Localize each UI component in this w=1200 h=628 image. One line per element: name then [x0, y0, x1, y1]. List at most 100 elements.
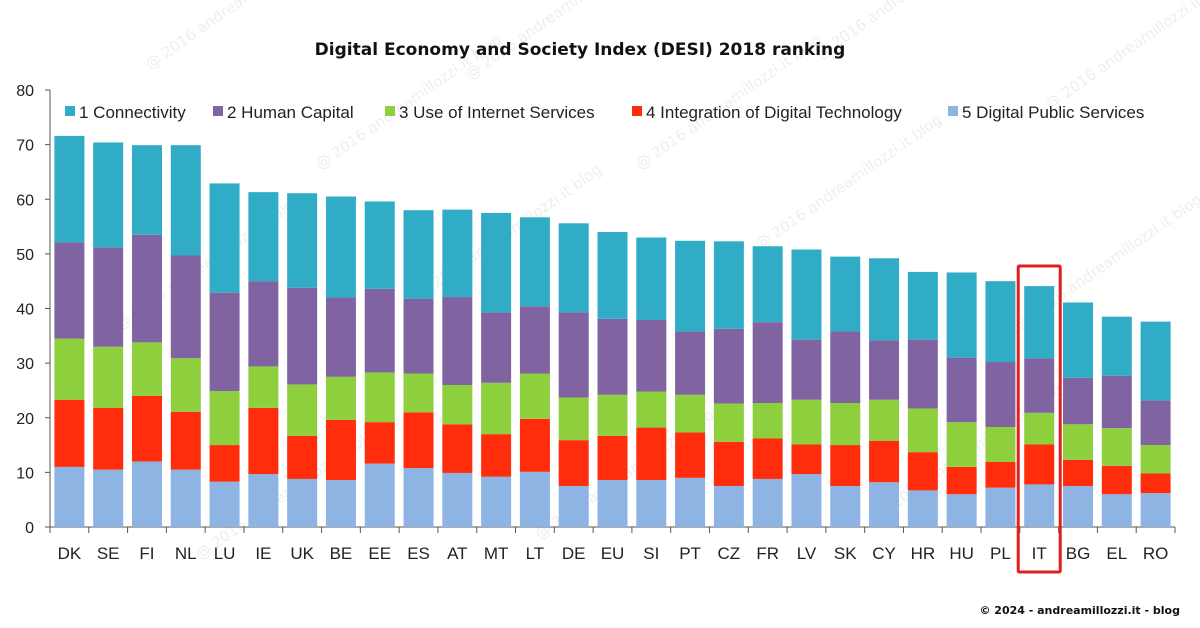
- legend-item-5: 5 Digital Public Services: [948, 103, 1144, 122]
- bar-segment-s1-sk: [830, 256, 861, 332]
- bar-segment-s3-fr: [752, 403, 783, 439]
- bar-stack-el: [1101, 316, 1132, 527]
- legend-item-3: 3 Use of Internet Services: [385, 103, 595, 122]
- bar-segment-s2-be: [325, 297, 356, 377]
- bar-segment-s4-se: [93, 407, 124, 470]
- bar-segment-s1-mt: [481, 212, 512, 313]
- bar-segment-s1-si: [636, 237, 667, 320]
- bars: [54, 135, 1171, 527]
- legend: 1 Connectivity 2 Human Capital 3 Use of In…: [65, 103, 1144, 122]
- bar-segment-s3-lt: [519, 373, 550, 419]
- bar-segment-s3-lv: [791, 399, 822, 445]
- bar-segment-s5-uk: [287, 478, 318, 527]
- bar-segment-s4-hr: [907, 452, 938, 491]
- x-category-label: IT: [1032, 544, 1047, 563]
- x-category-label: NL: [175, 544, 197, 563]
- bar-segment-s3-be: [325, 376, 356, 420]
- bar-stack-pt: [675, 240, 706, 527]
- legend-item-4: 4 Integration of Digital Technology: [632, 103, 902, 122]
- x-category-label: HR: [911, 544, 936, 563]
- x-category-label: RO: [1143, 544, 1169, 563]
- bar-segment-s3-pl: [985, 427, 1016, 462]
- bar-segment-s5-ie: [248, 474, 279, 527]
- x-category-label: DK: [58, 544, 82, 563]
- bar-stack-lv: [791, 249, 822, 527]
- highlight-layer: [1016, 264, 1062, 574]
- bar-segment-s5-ro: [1140, 493, 1171, 527]
- bar-stack-es: [403, 210, 434, 527]
- y-tick-label: 0: [25, 520, 34, 537]
- bar-segment-s4-fr: [752, 438, 783, 479]
- bar-segment-s2-it: [1024, 358, 1055, 413]
- bar-segment-s5-mt: [481, 476, 512, 527]
- bar-segment-s5-si: [636, 480, 667, 527]
- bar-segment-s4-ie: [248, 407, 279, 475]
- bar-segment-s3-hu: [946, 422, 977, 467]
- bar-segment-s2-hr: [907, 339, 938, 409]
- bar-segment-s4-pl: [985, 462, 1016, 488]
- bar-segment-s4-cz: [713, 441, 744, 487]
- bar-segment-s1-it: [1024, 286, 1055, 359]
- legend-item-2: 2 Human Capital: [213, 103, 354, 122]
- bar-stack-eu: [597, 232, 628, 527]
- bar-segment-s2-ro: [1140, 400, 1171, 446]
- bar-segment-s1-se: [93, 142, 124, 248]
- x-category-label: CY: [872, 544, 896, 563]
- bar-segment-s5-at: [442, 472, 473, 527]
- bar-segment-s1-nl: [170, 145, 201, 256]
- bar-segment-s5-nl: [170, 469, 201, 527]
- x-category-label: EL: [1106, 544, 1127, 563]
- bar-segment-s1-hr: [907, 271, 938, 340]
- bar-segment-s3-pt: [675, 394, 706, 433]
- bar-segment-s2-ee: [364, 288, 395, 373]
- bar-segment-s5-pl: [985, 487, 1016, 527]
- bar-segment-s2-sk: [830, 331, 861, 403]
- bar-stack-ie: [248, 192, 279, 527]
- chart-title: Digital Economy and Society Index (DESI)…: [315, 40, 846, 60]
- x-category-label: PT: [679, 544, 701, 563]
- bar-segment-s1-pl: [985, 281, 1016, 363]
- bar-segment-s2-cz: [713, 328, 744, 404]
- bar-segment-s2-eu: [597, 318, 628, 395]
- x-category-label: HU: [949, 544, 974, 563]
- bar-segment-s2-at: [442, 297, 473, 385]
- legend-label: 4 Integration of Digital Technology: [646, 103, 902, 122]
- bar-segment-s3-si: [636, 391, 667, 428]
- bar-stack-de: [558, 223, 589, 527]
- bar-stack-hu: [946, 272, 977, 527]
- bar-segment-s3-lu: [209, 390, 240, 446]
- bar-segment-s2-mt: [481, 312, 512, 383]
- bar-stack-dk: [54, 135, 85, 527]
- bar-segment-s1-eu: [597, 232, 628, 319]
- bar-segment-s3-nl: [170, 358, 201, 412]
- x-category-label: SI: [643, 544, 659, 563]
- bar-segment-s4-lv: [791, 444, 822, 475]
- bar-segment-s1-hu: [946, 272, 977, 358]
- x-category-label: SK: [834, 544, 857, 563]
- bar-segment-s3-cy: [869, 399, 900, 441]
- bar-stack-at: [442, 209, 473, 527]
- x-category-label: MT: [484, 544, 509, 563]
- bar-segment-s2-lu: [209, 292, 240, 391]
- bar-segment-s5-eu: [597, 480, 628, 527]
- bar-segment-s1-es: [403, 210, 434, 299]
- bar-segment-s2-lt: [519, 306, 550, 374]
- y-tick-label: 80: [16, 83, 34, 100]
- bar-segment-s4-de: [558, 440, 589, 487]
- bar-segment-s4-si: [636, 427, 667, 481]
- bar-segment-s5-sk: [830, 486, 861, 527]
- bar-segment-s5-hu: [946, 494, 977, 527]
- legend-swatch: [948, 106, 958, 116]
- bar-segment-s4-lu: [209, 445, 240, 482]
- bar-segment-s1-cz: [713, 241, 744, 329]
- bar-segment-s4-eu: [597, 435, 628, 481]
- bar-stack-uk: [287, 193, 318, 527]
- bar-stack-cz: [713, 241, 744, 527]
- credit-text: © 2024 - andreamillozzi.it - blog: [979, 604, 1180, 617]
- bar-segment-s5-de: [558, 486, 589, 527]
- x-category-label: BE: [330, 544, 353, 563]
- bar-segment-s1-be: [325, 196, 356, 298]
- bar-segment-s4-sk: [830, 445, 861, 487]
- y-tick-label: 30: [16, 356, 34, 373]
